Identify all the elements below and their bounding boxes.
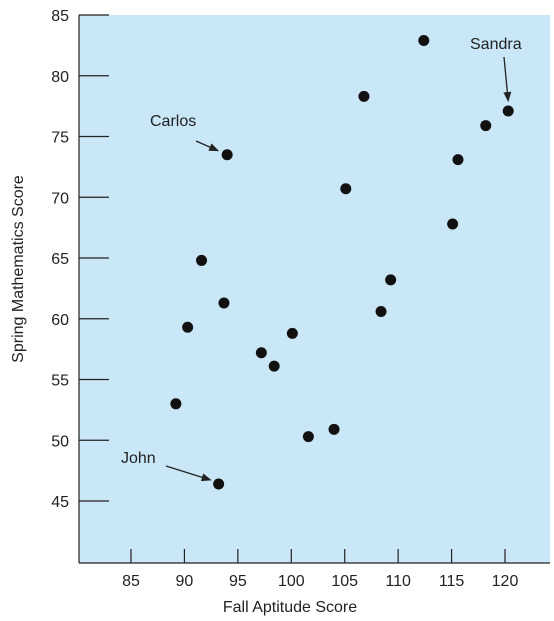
y-tick-label: 70 [51, 190, 69, 207]
data-point [287, 328, 298, 339]
data-point [452, 154, 463, 165]
data-point [418, 35, 429, 46]
data-point [182, 322, 193, 333]
x-tick-label: 115 [439, 573, 465, 590]
x-tick-label: 120 [492, 573, 519, 590]
y-tick-label: 60 [51, 312, 69, 329]
y-tick-label: 50 [51, 433, 69, 450]
x-tick-label: 110 [385, 573, 411, 590]
data-point [376, 306, 387, 317]
y-tick-label: 80 [51, 69, 69, 86]
data-point [358, 91, 369, 102]
data-point [196, 255, 207, 266]
y-tick-label: 55 [51, 373, 69, 390]
data-point [329, 424, 340, 435]
y-axis-title: Spring Mathematics Score [10, 175, 27, 363]
y-tick-label: 45 [51, 494, 69, 511]
x-tick-label: 105 [331, 573, 358, 590]
x-axis-title: Fall Aptitude Score [223, 599, 357, 616]
annotation-john-label: John [121, 450, 156, 467]
y-tick-label: 65 [51, 251, 69, 268]
annotation-sandra-label: Sandra [470, 36, 522, 53]
x-tick-label: 100 [278, 573, 305, 590]
x-tick-label: 85 [122, 573, 140, 590]
data-point [218, 297, 229, 308]
y-tick-label: 75 [51, 130, 69, 147]
plot-background [79, 15, 550, 563]
data-point [222, 149, 233, 160]
data-point [340, 183, 351, 194]
data-point [303, 431, 314, 442]
data-point [256, 347, 267, 358]
y-tick-label: 85 [51, 8, 69, 25]
data-point [170, 398, 181, 409]
y-tick-labels: 45 50 55 60 65 70 75 80 85 [51, 8, 69, 511]
data-point [213, 478, 224, 489]
data-point [269, 361, 280, 372]
data-point [385, 274, 396, 285]
data-point [480, 120, 491, 131]
annotation-carlos-label: Carlos [150, 113, 196, 130]
x-tick-labels: 85 90 95 100 105 110 115 120 [122, 573, 518, 590]
data-point [447, 218, 458, 229]
x-tick-label: 90 [176, 573, 194, 590]
x-tick-label: 95 [229, 573, 247, 590]
data-point [503, 105, 514, 116]
